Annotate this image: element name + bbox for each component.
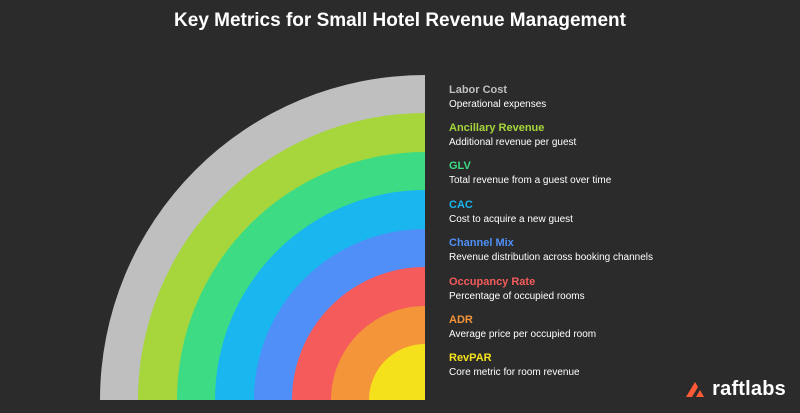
legend-item-glv: GLV Total revenue from a guest over time — [449, 160, 611, 187]
brand-logo: raftlabs — [684, 378, 786, 401]
arc-revpar — [369, 344, 425, 400]
legend-title: ADR — [449, 314, 473, 326]
legend-title: GLV — [449, 160, 471, 172]
legend-title: CAC — [449, 199, 473, 211]
legend-desc: Operational expenses — [449, 99, 547, 110]
legend-item-occupancy-rate: Occupancy Rate Percentage of occupied ro… — [449, 276, 585, 303]
legend-title: Channel Mix — [449, 237, 514, 249]
legend-item-revpar: RevPAR Core metric for room revenue — [449, 352, 580, 379]
legend-item-cac: CAC Cost to acquire a new guest — [449, 199, 573, 226]
page-title: Key Metrics for Small Hotel Revenue Mana… — [174, 10, 626, 31]
legend-title: Ancillary Revenue — [449, 122, 545, 134]
legend-item-ancillary-revenue: Ancillary Revenue Additional revenue per… — [449, 122, 576, 149]
brand-name: raftlabs — [712, 378, 786, 400]
legend-title: Occupancy Rate — [449, 276, 536, 288]
legend-item-channel-mix: Channel Mix Revenue distribution across … — [449, 237, 653, 264]
legend-item-labor-cost: Labor Cost Operational expenses — [449, 84, 546, 111]
legend-desc: Additional revenue per guest — [449, 137, 577, 148]
raftlabs-logo-icon — [686, 381, 705, 397]
legend-title: Labor Cost — [449, 84, 508, 96]
legend-desc: Percentage of occupied rooms — [449, 291, 585, 302]
legend-desc: Core metric for room revenue — [449, 367, 580, 378]
legend-title: RevPAR — [449, 352, 492, 364]
legend-item-adr: ADR Average price per occupied room — [449, 314, 596, 341]
legend-desc: Total revenue from a guest over time — [449, 175, 612, 186]
legend-desc: Revenue distribution across booking chan… — [449, 252, 654, 263]
legend-desc: Cost to acquire a new guest — [449, 214, 573, 225]
legend-desc: Average price per occupied room — [449, 329, 597, 340]
